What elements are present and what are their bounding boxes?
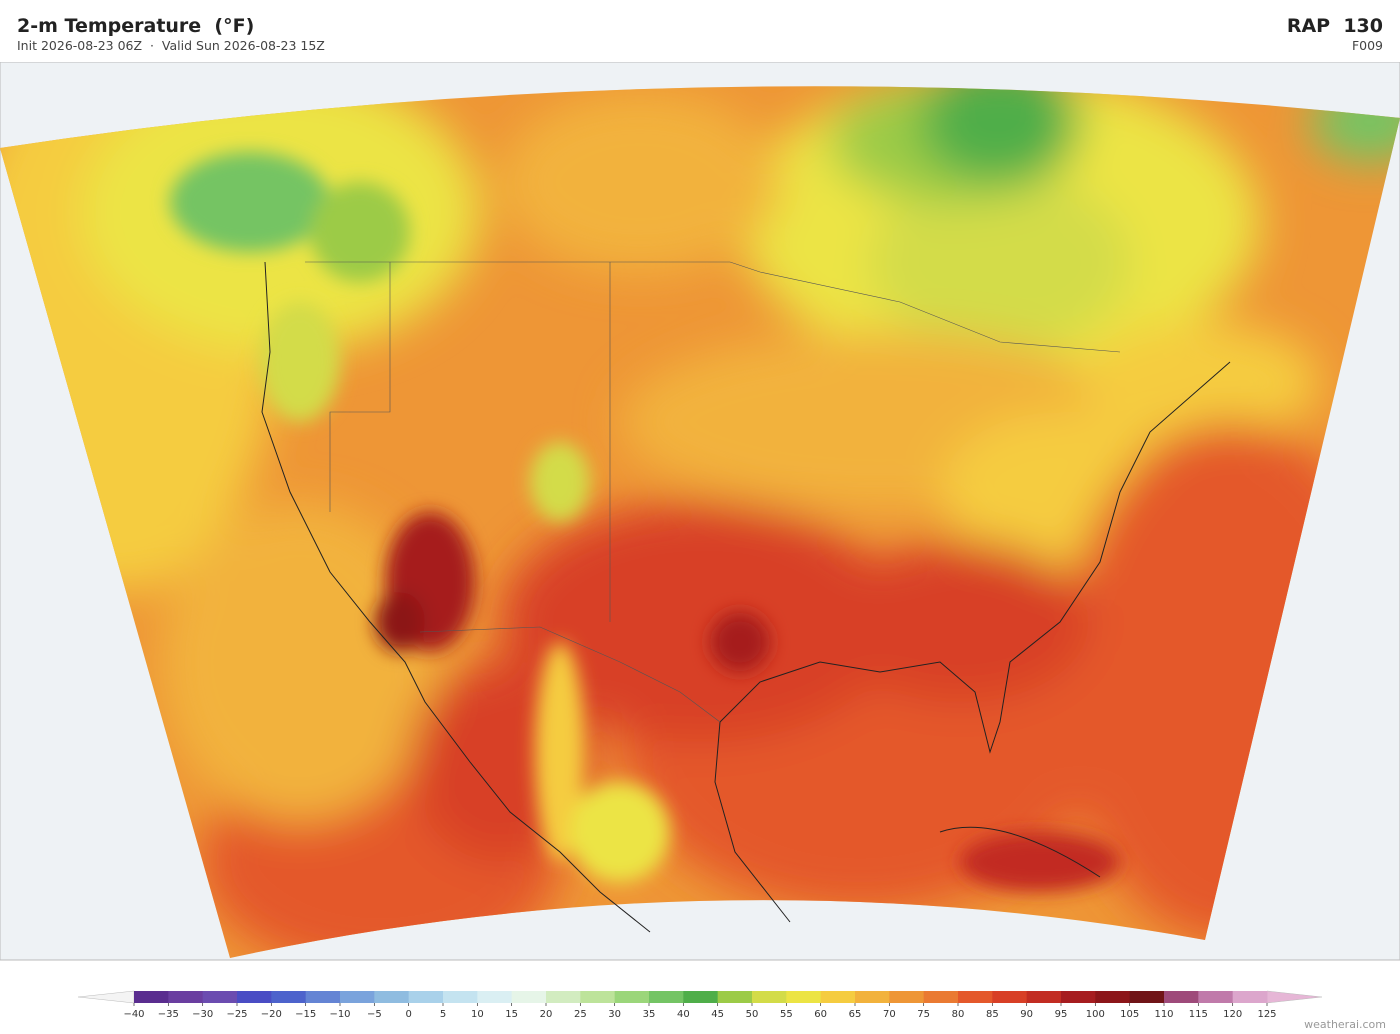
colorbar-segment [649, 991, 684, 1003]
colorbar-segment [340, 991, 375, 1003]
colorbar-segment [134, 991, 169, 1003]
coastlines [261, 261, 1231, 933]
colorbar-tick-label: 5 [440, 1009, 446, 1020]
colorbar-segment [855, 991, 890, 1003]
subtitle: Init 2026-08-23 06Z · Valid Sun 2026-08-… [17, 38, 325, 53]
colorbar-tick-label: 20 [540, 1009, 553, 1020]
colorbar-segment [374, 991, 410, 1003]
colorbar-tick-label: −20 [261, 1009, 282, 1020]
colorbar-tick-label: 110 [1154, 1009, 1173, 1020]
forecast-hour: F009 [1351, 38, 1383, 53]
colorbar-segment [1061, 991, 1096, 1003]
credit: weatherai.com [1304, 1018, 1386, 1031]
title: 2-m Temperature (°F) [17, 15, 255, 37]
colorbar-segment [889, 991, 925, 1003]
colorbar-tick-label: 15 [505, 1009, 518, 1020]
borders [305, 261, 1121, 723]
colorbar-tick-label: 55 [780, 1009, 793, 1020]
colorbar-tick-label: 10 [471, 1009, 484, 1020]
colorbar-segment [546, 991, 581, 1003]
colorbar-tick-label: 80 [952, 1009, 965, 1020]
colorbar-segment [1198, 991, 1234, 1003]
colorbar-segment [786, 991, 822, 1003]
colorbar-tick-label: 70 [883, 1009, 896, 1020]
colorbar-segment [820, 991, 856, 1003]
colorbar-tick-label: −35 [158, 1009, 179, 1020]
colorbar-tick-label: −5 [367, 1009, 382, 1020]
colorbar-segment [958, 991, 993, 1003]
colorbar-tick-label: 25 [574, 1009, 587, 1020]
colorbar-tick-label: −10 [329, 1009, 350, 1020]
colorbar-tick-label: 60 [814, 1009, 827, 1020]
colorbar-tick-label: −25 [226, 1009, 247, 1020]
colorbar-segment [408, 991, 444, 1003]
colorbar-segment [237, 991, 272, 1003]
colorbar-segment [305, 991, 341, 1003]
colorbar-tick-label: −30 [192, 1009, 213, 1020]
colorbar-tick-label: −40 [123, 1009, 144, 1020]
temperature-field [0, 86, 1400, 959]
colorbar-segment [511, 991, 547, 1003]
colorbar-tick-label: 35 [643, 1009, 656, 1020]
colorbar-tick-label: 125 [1257, 1009, 1276, 1020]
colorbar-tick-label: −15 [295, 1009, 316, 1020]
colorbar-tick-label: 50 [746, 1009, 759, 1020]
colorbar-segment [1164, 991, 1199, 1003]
colorbar-segment [992, 991, 1028, 1003]
colorbar-segment [717, 991, 753, 1003]
colorbar-tick-label: 40 [677, 1009, 690, 1020]
colorbar-segment [923, 991, 959, 1003]
colorbar-segment [168, 991, 204, 1003]
colorbar-tick-label: 115 [1189, 1009, 1208, 1020]
map [0, 62, 1400, 961]
colorbar-segment [1026, 991, 1062, 1003]
colorbar: −40 −35 −30 −25 −20 −15 −10 −5 0 5 10 15 20 25 30 35 40 4… [77, 990, 1323, 1020]
colorbar-tick-label: 90 [1020, 1009, 1033, 1020]
colorbar-tick-label: 65 [849, 1009, 862, 1020]
model-label: RAP 130 [1286, 15, 1383, 37]
colorbar-tick-label: 105 [1120, 1009, 1139, 1020]
colorbar-segment [614, 991, 650, 1003]
colorbar-segment [1095, 991, 1131, 1003]
colorbar-segment [477, 991, 513, 1003]
colorbar-segment [683, 991, 719, 1003]
colorbar-segment [1129, 991, 1165, 1003]
colorbar-tick-label: 0 [405, 1009, 411, 1020]
colorbar-over [1266, 990, 1323, 1004]
colorbar-tick-label: 45 [711, 1009, 724, 1020]
colorbar-tick-label: 30 [608, 1009, 621, 1020]
colorbar-segment [271, 991, 307, 1003]
colorbar-segment [202, 991, 238, 1003]
colorbar-segment [580, 991, 616, 1003]
colorbar-segment [752, 991, 787, 1003]
colorbar-under [77, 990, 135, 1004]
colorbar-segment [1232, 991, 1268, 1003]
colorbar-segment [443, 991, 478, 1003]
colorbar-tick-label: 85 [986, 1009, 999, 1020]
colorbar-tick-label: 75 [917, 1009, 930, 1020]
colorbar-tick-label: 100 [1086, 1009, 1105, 1020]
colorbar-tick-label: 95 [1055, 1009, 1068, 1020]
colorbar-tick-label: 120 [1223, 1009, 1242, 1020]
